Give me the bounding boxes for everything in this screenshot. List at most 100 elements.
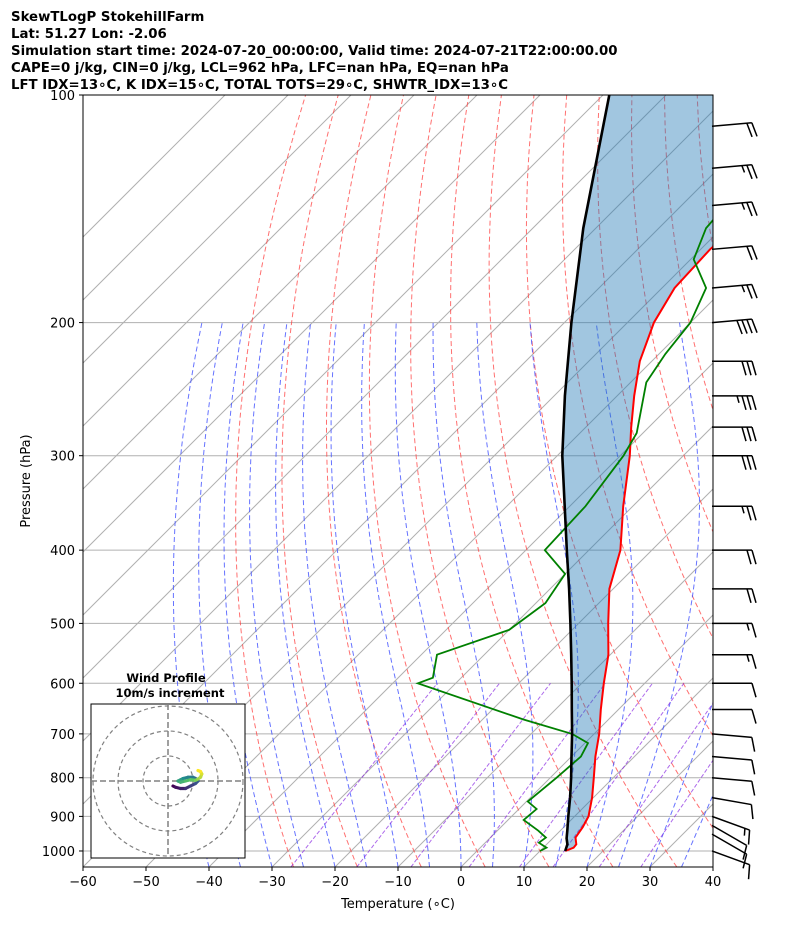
moist-adiabat	[681, 793, 713, 867]
wind-barb-flag	[747, 864, 751, 880]
wind-barb-staff	[711, 245, 752, 251]
y-tick-label: 300	[50, 450, 75, 465]
wind-barb-flag	[741, 455, 747, 470]
wind-barb-staff	[711, 776, 752, 782]
y-tick-label: 900	[50, 810, 75, 825]
wind-barb-flag	[741, 426, 747, 442]
dry-adiabat	[281, 95, 358, 867]
wind-barb	[711, 796, 754, 820]
moist-adiabat	[223, 322, 273, 867]
moist-adiabat	[529, 322, 579, 867]
wind-barb-half-flag	[743, 828, 746, 836]
x-tick-label: −40	[195, 875, 222, 890]
wind-barb	[712, 395, 757, 411]
wind-barb-flag	[751, 683, 757, 698]
moist-adiabat	[394, 322, 462, 867]
wind-barb-flag	[746, 164, 753, 180]
y-tick-label: 500	[50, 617, 75, 632]
wind-barb	[711, 318, 758, 335]
wind-barb-flag	[746, 245, 753, 261]
x-tick-label: −10	[384, 875, 411, 890]
wind-barb-flag	[751, 201, 758, 216]
y-tick-label: 800	[50, 772, 75, 787]
isotherm--20	[334, 488, 713, 867]
mixing-ratio-line	[598, 702, 713, 867]
dewpoint-line	[415, 218, 713, 852]
wind-barb-staff	[711, 833, 748, 855]
wind-barb	[711, 245, 758, 261]
mixing-ratio-line	[290, 682, 438, 867]
mixing-ratio-line	[468, 682, 606, 867]
wind-barb-flag	[751, 623, 757, 638]
wind-barb-flag	[742, 853, 748, 869]
wind-barb-flag	[751, 395, 757, 411]
wind-barb-flag	[751, 781, 756, 796]
wind-barb	[712, 622, 757, 638]
dry-adiabat	[730, 95, 794, 867]
moist-adiabat	[249, 322, 304, 867]
x-tick-label: −20	[321, 875, 348, 890]
hodograph	[91, 704, 245, 858]
moist-adiabat	[649, 700, 713, 867]
moist-adiabat	[330, 322, 399, 867]
dry-adiabat	[368, 95, 486, 867]
wind-barb-half-flag	[746, 623, 750, 631]
y-axis-label: Pressure (hPa)	[19, 434, 34, 527]
x-tick-label: 0	[457, 875, 465, 890]
y-tick-label: 400	[50, 544, 75, 559]
wind-barb-flag	[746, 455, 752, 470]
wind-barb-staff	[711, 850, 750, 866]
wind-barb	[711, 201, 758, 217]
wind-barb-flag	[746, 506, 752, 521]
mixing-ratio-line	[640, 759, 713, 867]
wind-barb-flag	[751, 654, 757, 669]
y-tick-label: 600	[50, 677, 75, 692]
wind-barb-flag	[746, 426, 752, 442]
wind-barb-half-flag	[741, 285, 746, 293]
wind-barb-flag	[746, 361, 752, 376]
wind-barb	[712, 549, 757, 565]
wind-barb	[711, 755, 756, 775]
wind-barb-staff	[711, 318, 752, 324]
dry-adiabat	[762, 95, 794, 867]
moist-adiabat	[586, 322, 634, 867]
hodograph-segment	[196, 768, 203, 774]
wind-barb-flag	[746, 284, 753, 299]
x-tick-label: 10	[516, 875, 533, 890]
wind-barb-staff	[711, 755, 752, 761]
isotherm--30	[271, 425, 713, 867]
inset-subtitle: 10m/s increment	[116, 686, 225, 700]
wind-barb-staff	[711, 733, 752, 739]
wind-barb-flag	[751, 588, 757, 604]
wind-barb-flag	[751, 122, 758, 137]
mixing-ratio-line	[552, 683, 685, 867]
isotherm--120	[83, 95, 478, 490]
cin-cape-shading	[562, 95, 713, 851]
chart-title: SkewTLogP StokehillFarm	[11, 10, 205, 25]
wind-barb-staff	[711, 122, 752, 128]
moist-adiabat	[275, 322, 336, 867]
wind-barb-flag	[750, 804, 754, 820]
y-tick-label: 200	[50, 317, 75, 332]
wind-barb-half-flag	[741, 202, 746, 210]
wind-barb-flag	[751, 361, 757, 376]
dry-adiabat	[664, 95, 713, 412]
moist-adiabat	[476, 322, 534, 867]
wind-barb-flag	[751, 426, 757, 442]
parcel-line	[560, 95, 611, 852]
wind-barb-flag	[746, 319, 753, 334]
wind-barb	[711, 733, 756, 752]
isotherm--100	[83, 95, 604, 616]
wind-barb-flag	[746, 122, 753, 138]
isotherm--140	[83, 95, 352, 364]
y-tick-label: 100	[50, 89, 75, 104]
x-tick-label: 40	[705, 875, 722, 890]
wind-profile-inset: Wind Profile 10m/s increment	[90, 671, 246, 859]
moist-adiabat	[618, 322, 700, 867]
wind-barb-flag	[742, 845, 748, 860]
wind-barb-flag	[741, 395, 747, 411]
wind-barb-flag	[746, 549, 752, 565]
wind-barb	[711, 164, 758, 180]
x-tick-label: 20	[579, 875, 596, 890]
